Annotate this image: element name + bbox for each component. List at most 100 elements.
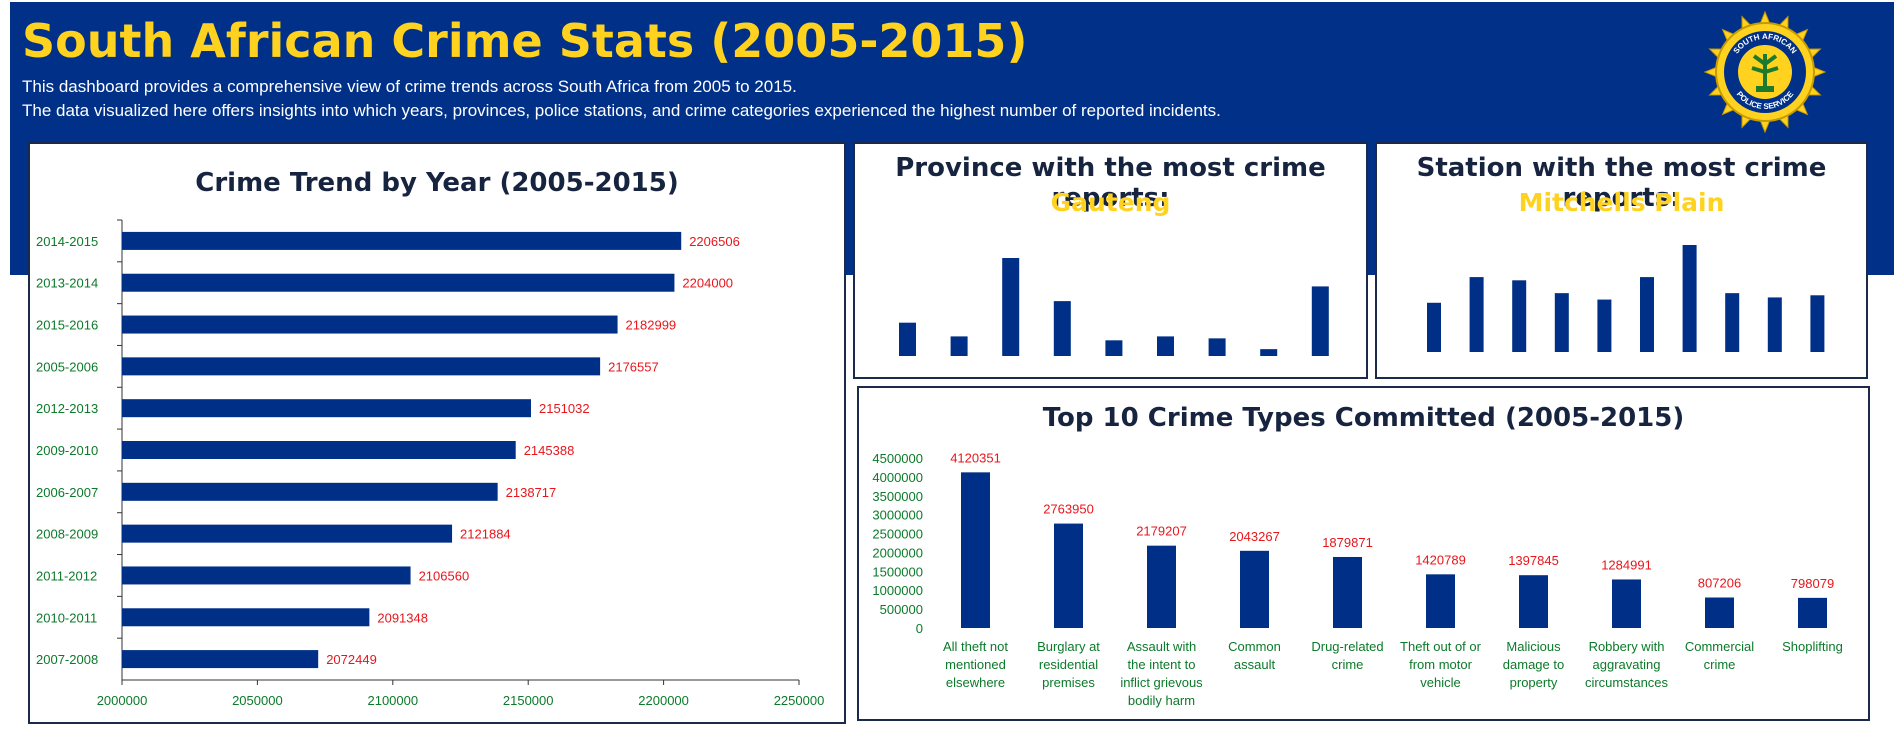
year-trend-title: Crime Trend by Year (2005-2015): [195, 168, 679, 198]
x-tick-label: 2200000: [638, 693, 689, 708]
province-card: Province with the most crime reports: Ga…: [853, 142, 1368, 379]
year-bar: [122, 566, 411, 585]
crime-type-data-label: 2179207: [1136, 524, 1187, 539]
mini-bar: [1469, 277, 1484, 352]
mini-bar: [1427, 302, 1441, 352]
crime-type-bar: [961, 472, 990, 628]
y-tick-label: 1500000: [872, 564, 923, 579]
y-tick-label: 2009-2010: [36, 443, 98, 458]
crime-type-data-label: 798079: [1791, 576, 1834, 591]
y-tick-label: 2005-2006: [36, 359, 98, 374]
y-tick-label: 4500000: [872, 451, 923, 466]
year-data-label: 2204000: [682, 276, 733, 291]
year-bar: [122, 441, 516, 459]
crime-type-category-label: Assault with the intent to inflict grievou…: [1120, 639, 1203, 708]
crime-type-bar: [1519, 575, 1548, 628]
crime-type-data-label: 4120351: [950, 450, 1001, 465]
crime-type-category-label: Theft out of or from motor vehicle: [1400, 639, 1482, 690]
crime-type-data-label: 1879871: [1322, 535, 1373, 550]
year-data-label: 2091348: [377, 610, 428, 625]
mini-bar: [1512, 280, 1527, 352]
crime-types-chart: 0 500000 1000000 1500000 2000000 2500000 30000…: [872, 450, 1843, 708]
y-tick-label: 4000000: [872, 470, 923, 485]
y-tick-label: 0: [916, 621, 923, 636]
y-tick-label: 2006-2007: [36, 485, 98, 500]
dashboard-title: South African Crime Stats (2005-2015): [22, 14, 1028, 68]
station-card-value: Mitchells Plain: [1518, 188, 1725, 217]
province-card-value: Gauteng: [1050, 188, 1171, 217]
crime-type-category-label: Commercial crime: [1685, 639, 1754, 672]
mini-bar: [1767, 297, 1782, 352]
crime-type-bar: [1147, 545, 1176, 628]
crime-type-data-label: 1397845: [1508, 553, 1559, 568]
crime-type-data-label: 807206: [1698, 576, 1741, 591]
y-tick-label: 2000000: [872, 545, 923, 560]
mini-bar: [1554, 293, 1569, 352]
crime-type-category-label: Drug-related crime: [1311, 639, 1383, 672]
crime-type-category-label: All theft not mentioned elsewhere: [943, 639, 1008, 690]
year-bar: [122, 231, 682, 250]
province-mini-chart: [899, 258, 1329, 356]
crime-type-category-label: Shoplifting: [1782, 639, 1843, 654]
y-tick-label: 2010-2011: [36, 610, 97, 625]
mini-bar: [1157, 336, 1174, 356]
crime-type-data-label: 2763950: [1043, 502, 1094, 517]
mini-bar: [1640, 277, 1654, 352]
mini-bar: [1105, 340, 1123, 356]
mini-bar: [1597, 299, 1612, 352]
year-data-label: 2138717: [506, 485, 557, 500]
dashboard-description-line-1: This dashboard provides a comprehensive …: [22, 77, 797, 96]
station-mini-chart: [1427, 245, 1825, 352]
crime-type-category-label: Malicious damage to property: [1503, 639, 1564, 690]
y-tick-label: 2011-2012: [36, 568, 97, 583]
crime-type-category-label: Burglary at residential premises: [1037, 639, 1100, 690]
y-tick-label: 1000000: [872, 583, 923, 598]
year-data-label: 2176557: [608, 359, 659, 374]
y-tick-label: 2012-2013: [36, 401, 98, 416]
year-bar: [122, 608, 370, 627]
y-tick-label: 2014-2015: [36, 234, 98, 249]
y-tick-label: 2008-2009: [36, 527, 98, 542]
saps-logo: SOUTH AFRICAN POLICE SERVICE: [1703, 10, 1827, 134]
mini-bar: [1725, 293, 1740, 352]
year-data-label: 2151032: [539, 401, 590, 416]
province-card-title: Province with the most crime reports:: [895, 153, 1326, 213]
crime-type-data-label: 1420789: [1415, 552, 1466, 567]
y-tick-label: 2015-2016: [36, 318, 98, 333]
mini-bar: [950, 336, 968, 356]
year-data-label: 2106560: [419, 568, 470, 583]
crime-type-bar: [1705, 597, 1734, 628]
crime-type-bar: [1798, 597, 1827, 628]
year-trend-panel: Crime Trend by Year (2005-2015) 2000000 2…: [28, 142, 846, 724]
y-tick-label: 3000000: [872, 508, 923, 523]
year-bar: [122, 482, 498, 501]
crime-type-bar: [1333, 556, 1362, 628]
x-tick-label: 2150000: [503, 693, 554, 708]
crime-types-panel: Top 10 Crime Types Committed (2005-2015)…: [857, 386, 1870, 721]
x-tick-label: 2000000: [97, 693, 148, 708]
x-tick-label: 2250000: [774, 693, 825, 708]
year-trend-chart: 2000000 2050000 2100000 2150000 2200000 22500…: [36, 219, 825, 708]
year-data-label: 2072449: [326, 652, 377, 667]
dashboard-description-line-2: The data visualized here offers insights…: [22, 101, 1221, 120]
crime-type-data-label: 1284991: [1601, 557, 1652, 572]
crime-types-title: Top 10 Crime Types Committed (2005-2015): [1042, 403, 1685, 433]
crime-type-category-label: Common assault: [1228, 639, 1281, 672]
year-bar: [122, 650, 319, 669]
y-tick-label: 2500000: [872, 527, 923, 542]
crime-type-data-label: 2043267: [1229, 529, 1280, 544]
mini-bar: [1053, 301, 1071, 356]
crime-type-bar: [1426, 574, 1455, 628]
station-card-title: Station with the most crime reports:: [1416, 153, 1827, 213]
year-bar: [122, 524, 453, 543]
year-bar: [122, 315, 618, 334]
mini-bar: [1002, 258, 1020, 356]
mini-bar: [1311, 286, 1329, 356]
year-bar: [122, 357, 601, 376]
year-data-label: 2121884: [460, 527, 511, 542]
mini-bar: [899, 322, 916, 356]
x-tick-label: 2100000: [367, 693, 418, 708]
crime-type-bar: [1612, 579, 1641, 628]
mini-bar: [1260, 349, 1278, 356]
crime-type-bar: [1054, 523, 1083, 628]
